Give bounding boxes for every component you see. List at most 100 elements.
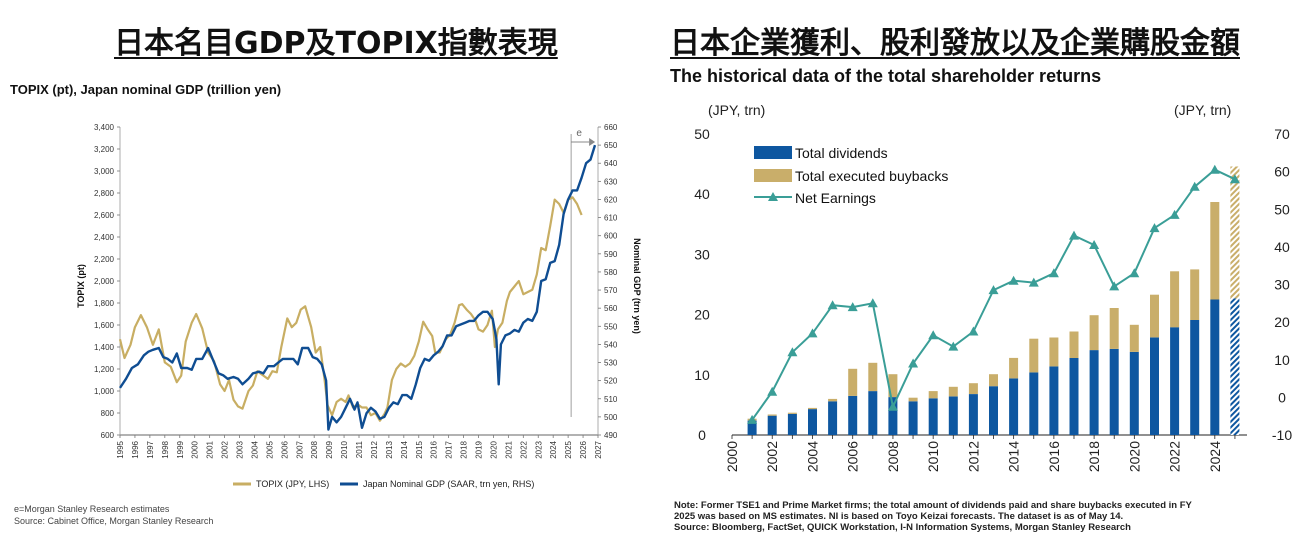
bar-dividends-2007 (868, 391, 878, 435)
y-tick-label: 2,400 (94, 233, 115, 242)
bar-dividends-2019 (1109, 348, 1119, 435)
bar-buybacks-2010 (928, 391, 938, 399)
y-tick-label: 20 (694, 307, 710, 323)
topix-series-line (118, 196, 583, 422)
gdp-series-line (118, 144, 597, 431)
x-tick-label: 2024 (549, 440, 558, 458)
x-tick-label: 2001 (206, 440, 215, 458)
y-tick-label: 2,000 (94, 277, 115, 286)
bar-dividends-2003 (787, 413, 797, 435)
x-tick-label: 2022 (1167, 441, 1183, 472)
x-tick-label: 2008 (885, 441, 901, 472)
net-earnings-point-2002 (767, 386, 778, 396)
x-tick-label: 2014 (1006, 441, 1022, 472)
y2-tick-label: 540 (604, 340, 618, 349)
bar-dividends-2004 (808, 409, 817, 435)
bar-buybacks-2018 (1089, 315, 1099, 351)
bar-buybacks-2011 (948, 386, 958, 397)
y2-tick-label: 50 (1274, 201, 1290, 217)
x-tick-label: 2026 (579, 440, 588, 458)
left-panel-title: 日本名目GDP及TOPIX指數表現 (114, 26, 558, 61)
net-earnings-point-2010 (928, 330, 939, 340)
bar-buybacks-2020 (1129, 324, 1139, 352)
x-tick-label: 2002 (221, 440, 230, 458)
y2-tick-label: 70 (1274, 126, 1290, 142)
bar-dividends-2015 (1029, 372, 1039, 435)
chart-title: TOPIX (pt), Japan nominal GDP (trillion … (10, 82, 281, 97)
bar-buybacks-2007 (868, 362, 878, 392)
net-earnings-point-2004 (807, 328, 818, 338)
y2-tick-label: 10 (1274, 352, 1290, 368)
bar-dividends-2017 (1069, 357, 1079, 435)
bar-dividends-2010 (928, 398, 938, 435)
x-tick-label: 2024 (1207, 441, 1223, 472)
bar-buybacks-2023 (1190, 269, 1200, 320)
bar-dividends-2011 (948, 396, 958, 435)
y-tick-label: 3,200 (94, 145, 115, 154)
net-earnings-point-2001 (747, 414, 758, 424)
y-tick-label: 1,000 (94, 387, 115, 396)
shareholder-returns-bar-chart: The historical data of the total shareho… (670, 66, 1292, 533)
bar-buybacks-2019 (1109, 308, 1119, 349)
y2-axis-label: (JPY, trn) (1174, 102, 1231, 118)
y-tick-label: 1,600 (94, 321, 115, 330)
y2-tick-label: 640 (604, 159, 618, 168)
y2-tick-label: 0 (1278, 389, 1286, 405)
estimate-note: e=Morgan Stanley Research estimates (14, 504, 170, 514)
bar-dividends-2001 (747, 420, 757, 435)
bar-buybacks-2021 (1150, 294, 1159, 338)
y2-tick-label: -10 (1272, 427, 1292, 443)
x-tick-label: 2005 (265, 440, 274, 458)
x-tick-label: 2007 (295, 440, 304, 458)
net-earnings-point-2005 (827, 300, 838, 310)
y2-tick-label: 530 (604, 359, 618, 368)
net-earnings-point-2022 (1169, 209, 1180, 219)
bar-buybacks-2017 (1069, 331, 1079, 358)
x-tick-label: 2014 (400, 440, 409, 458)
x-tick-label: 2016 (430, 440, 439, 458)
x-tick-label: 2021 (504, 440, 513, 458)
net-earnings-point-2021 (1149, 223, 1160, 233)
source-note: Source: Cabinet Office, Morgan Stanley R… (14, 516, 213, 526)
legend-swatch-buybacks (754, 169, 792, 182)
y-tick-label: 1,800 (94, 299, 115, 308)
x-tick-label: 2012 (965, 441, 981, 472)
bar-dividends-2021 (1150, 337, 1159, 435)
x-tick-label: 2004 (250, 440, 259, 458)
x-tick-label: 2010 (340, 440, 349, 458)
bar-dividends-2023 (1190, 320, 1200, 435)
x-tick-label: 2003 (236, 440, 245, 458)
bar-dividends-2005 (828, 401, 838, 435)
x-tick-label: 1997 (146, 440, 155, 458)
net-earnings-point-2018 (1089, 240, 1100, 249)
legend-label-topix: TOPIX (JPY, LHS) (256, 479, 329, 489)
y2-tick-label: 30 (1274, 277, 1290, 293)
x-tick-label: 2016 (1046, 441, 1062, 472)
x-tick-label: 2015 (415, 440, 424, 458)
y2-tick-label: 610 (604, 214, 618, 223)
y2-tick-label: 520 (604, 377, 618, 386)
bar-buybacks-2002 (767, 414, 777, 416)
x-tick-label: 2020 (1126, 441, 1142, 472)
x-tick-label: 1999 (176, 440, 185, 458)
legend-label-gdp: Japan Nominal GDP (SAAR, trn yen, RHS) (363, 479, 534, 489)
y2-tick-label: 490 (604, 431, 618, 440)
right-panel-title: 日本企業獲利、股利發放以及企業購股金額 (670, 26, 1240, 61)
x-tick-label: 2027 (594, 440, 603, 458)
x-tick-label: 2013 (385, 440, 394, 458)
bar-buybacks-2012 (968, 383, 978, 394)
bar-dividends-2006 (848, 395, 858, 435)
note-line-1: Note: Former TSE1 and Prime Market firms… (674, 500, 1193, 511)
x-tick-label: 2002 (764, 441, 780, 472)
x-tick-label: 2009 (325, 440, 334, 458)
x-tick-label: 2006 (280, 440, 289, 458)
y-axis-label: TOPIX (pt) (76, 264, 86, 308)
bar-buybacks-2009 (908, 397, 918, 402)
note-line-3: Source: Bloomberg, FactSet, QUICK Workst… (674, 522, 1131, 533)
bar-buybacks-2004 (808, 407, 817, 410)
x-tick-label: 2000 (191, 440, 200, 458)
bar-dividends-2024 (1210, 299, 1220, 435)
bar-dividends-2008 (888, 397, 898, 435)
net-earnings-point-2006 (847, 302, 858, 312)
legend-swatch-dividends (754, 146, 792, 159)
